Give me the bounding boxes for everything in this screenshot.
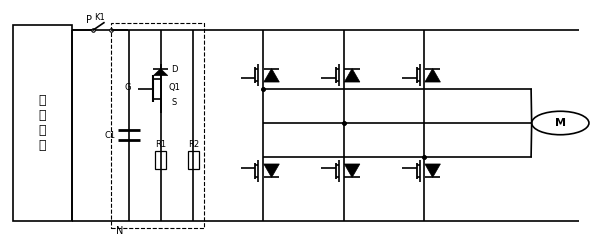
Bar (188, 151, 199, 169)
Bar (111, 23, 203, 228)
Text: N: N (117, 226, 124, 236)
Polygon shape (264, 164, 279, 177)
Polygon shape (264, 69, 279, 82)
Polygon shape (154, 69, 168, 76)
Text: Q1: Q1 (169, 83, 181, 92)
Polygon shape (425, 164, 440, 177)
Text: R2: R2 (188, 140, 199, 149)
Text: P: P (86, 15, 92, 25)
Text: K1: K1 (94, 13, 105, 22)
Bar (13, 25, 72, 221)
Text: R1: R1 (155, 140, 166, 149)
Text: M: M (555, 118, 566, 128)
Polygon shape (344, 164, 360, 177)
Text: S: S (171, 98, 176, 107)
Polygon shape (344, 69, 360, 82)
Text: G: G (124, 83, 131, 92)
Text: 动
力
电
池: 动 力 电 池 (39, 94, 46, 152)
Bar (155, 151, 166, 169)
Polygon shape (425, 69, 440, 82)
Text: C1: C1 (105, 131, 116, 140)
Text: D: D (171, 65, 178, 74)
